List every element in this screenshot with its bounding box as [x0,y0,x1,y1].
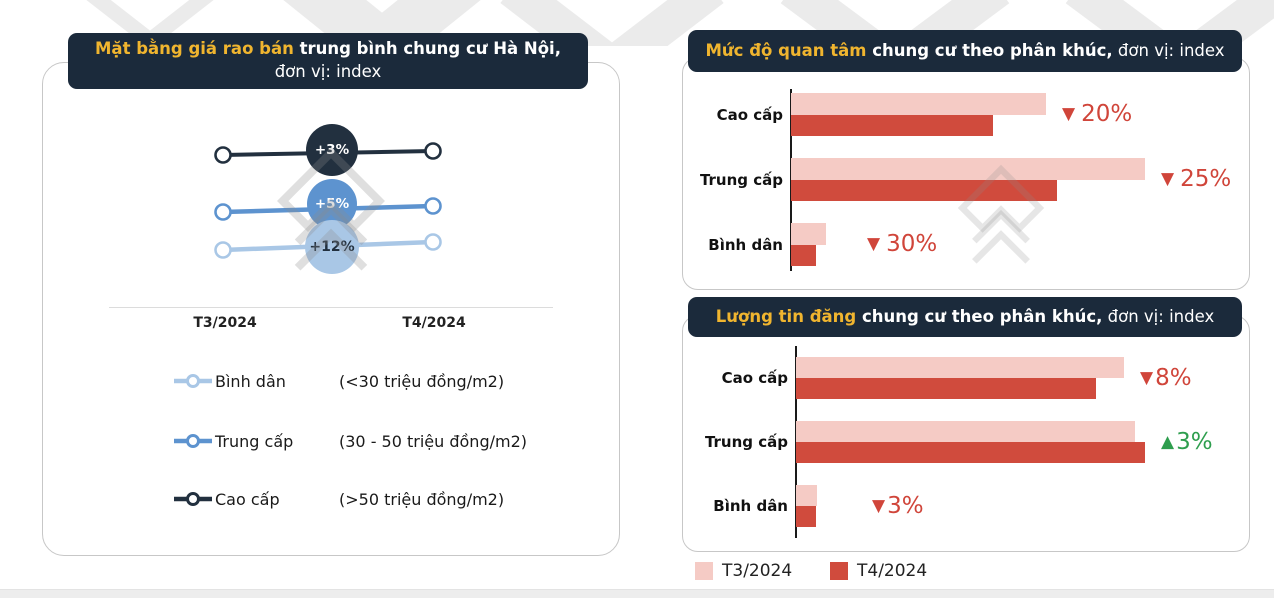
series-range: (>50 triệu đồng/m2) [339,489,505,509]
title-bold: chung cư theo phân khúc, [856,306,1103,326]
legend-swatch-t3 [695,562,713,580]
title-line: Mức độ quan tâm chung cư theo phân khúc,… [696,40,1234,63]
bar-row-label: Trung cấp [704,433,788,451]
price-trend-panel: +3% +5% +12% T3/2024 T4/2024 Bình dân (<30… [42,62,620,556]
bar-t3 [791,158,1145,180]
x-axis-label-t4: T4/2024 [402,315,466,331]
legend-row-trung-cap: Trung cấp (30 - 50 triệu đồng/m2) [173,429,527,453]
change-badge-label-1: +5% [315,196,350,212]
x-axis-line [109,307,553,308]
price-trend-title: Mặt bằng giá rao bán trung bình chung cư… [68,33,588,89]
bar-row-label: Cao cấp [721,369,788,387]
bar-t3 [796,421,1135,442]
legend-row-cao-cap: Cao cấp (>50 triệu đồng/m2) [173,487,504,511]
change-badge-2 [305,220,359,274]
bar-row-label: Bình dân [708,235,783,254]
legend-row-binh-dan: Bình dân (<30 triệu đồng/m2) [173,369,504,393]
bar-t3 [791,93,1046,115]
series-name: Cao cấp [215,489,280,509]
month-legend-t4: T4/2024 [830,561,927,581]
change-indicator: ▲ 3% [1161,427,1213,457]
endpoint-marker-right-1 [424,197,442,215]
endpoint-marker-right-2 [424,233,442,251]
series-name: Bình dân [215,371,286,391]
title-unit: đơn vị: index [1112,40,1225,60]
down-triangle-icon: ▼ [872,495,886,516]
title-bold: trung bình chung cư Hà Nội, [293,39,561,58]
listings-panel: Cao cấp ▼ 8% Trung cấp ▲ 3% Bình dân ▼ 3% [682,315,1250,552]
legend-marker-trung-cap [174,434,212,448]
title-line: Lượng tin đăng chung cư theo phân khúc, … [696,306,1234,329]
bar-t4 [796,378,1096,399]
change-indicator: ▼ 8% [1140,363,1192,393]
change-value: 3% [1176,428,1213,455]
change-badge-label-0: +3% [315,142,350,158]
change-indicator: ▼ 30% [867,230,937,260]
series-name: Trung cấp [215,431,294,451]
title-highlight: Mức độ quan tâm [705,40,867,60]
x-axis-label-t3: T3/2024 [193,315,257,331]
series-range: (<30 triệu đồng/m2) [339,371,505,391]
down-triangle-icon: ▼ [1062,104,1076,124]
bar-row-label: Trung cấp [699,170,783,189]
change-value: 25% [1180,166,1232,192]
bar-t3 [791,223,826,245]
change-value: 8% [1155,364,1192,391]
y-axis-line [795,346,797,538]
top-decoration-chevrons [86,0,1274,46]
down-triangle-icon: ▼ [867,234,881,254]
title-highlight: Lượng tin đăng [715,306,857,326]
change-badge-0 [306,124,358,176]
bottom-strip [0,589,1274,598]
bar-t4 [791,114,993,136]
bar-t3 [796,357,1124,378]
change-indicator: ▼ 3% [872,491,924,521]
slope-chart: +3% +5% +12% [214,124,442,274]
interest-panel: Cao cấp ▼ 20% Trung cấp ▼ 25% Bình dân ▼ 30% [682,57,1250,290]
interest-title: Mức độ quan tâm chung cư theo phân khúc,… [688,30,1242,72]
y-axis-line [790,89,792,271]
change-badge-label-2: +12% [309,239,354,255]
endpoint-marker-left-0 [214,146,232,164]
legend-label-t4: T4/2024 [857,561,928,581]
bar-t4 [791,179,1057,201]
title-line-2: đơn vị: index [274,61,382,81]
legend-swatch-t4 [830,562,848,580]
down-triangle-icon: ▼ [1161,169,1175,189]
title-highlight: Mặt bằng giá rao bán [95,39,294,58]
change-badge-1 [307,179,357,229]
endpoint-marker-left-1 [214,203,232,221]
bar-t3 [796,485,817,506]
title-unit: đơn vị: index [1102,306,1215,326]
bar-t4 [791,244,816,266]
title-bold: chung cư theo phân khúc, [866,40,1113,60]
month-legend-t3: T3/2024 [695,561,792,581]
listings-title: Lượng tin đăng chung cư theo phân khúc, … [688,297,1242,337]
up-triangle-icon: ▲ [1161,431,1175,452]
change-indicator: ▼ 25% [1161,165,1231,195]
title-line-1: Mặt bằng giá rao bán trung bình chung cư… [76,38,580,61]
legend-marker-cao-cap [174,492,212,506]
endpoint-marker-left-2 [214,241,232,259]
change-value: 20% [1081,101,1133,127]
bar-t4 [796,442,1145,463]
legend-label-t3: T3/2024 [722,561,793,581]
bar-row-label: Cao cấp [716,105,783,124]
change-value: 30% [886,231,938,257]
change-indicator: ▼ 20% [1062,100,1132,130]
bar-row-label: Bình dân [713,497,788,515]
endpoint-marker-right-0 [424,142,442,160]
bar-t4 [796,506,816,527]
watermark-logo-icon [277,147,385,271]
change-value: 3% [887,492,924,519]
legend-marker-binh-dan [174,374,212,388]
series-range: (30 - 50 triệu đồng/m2) [339,431,527,451]
down-triangle-icon: ▼ [1140,367,1154,388]
